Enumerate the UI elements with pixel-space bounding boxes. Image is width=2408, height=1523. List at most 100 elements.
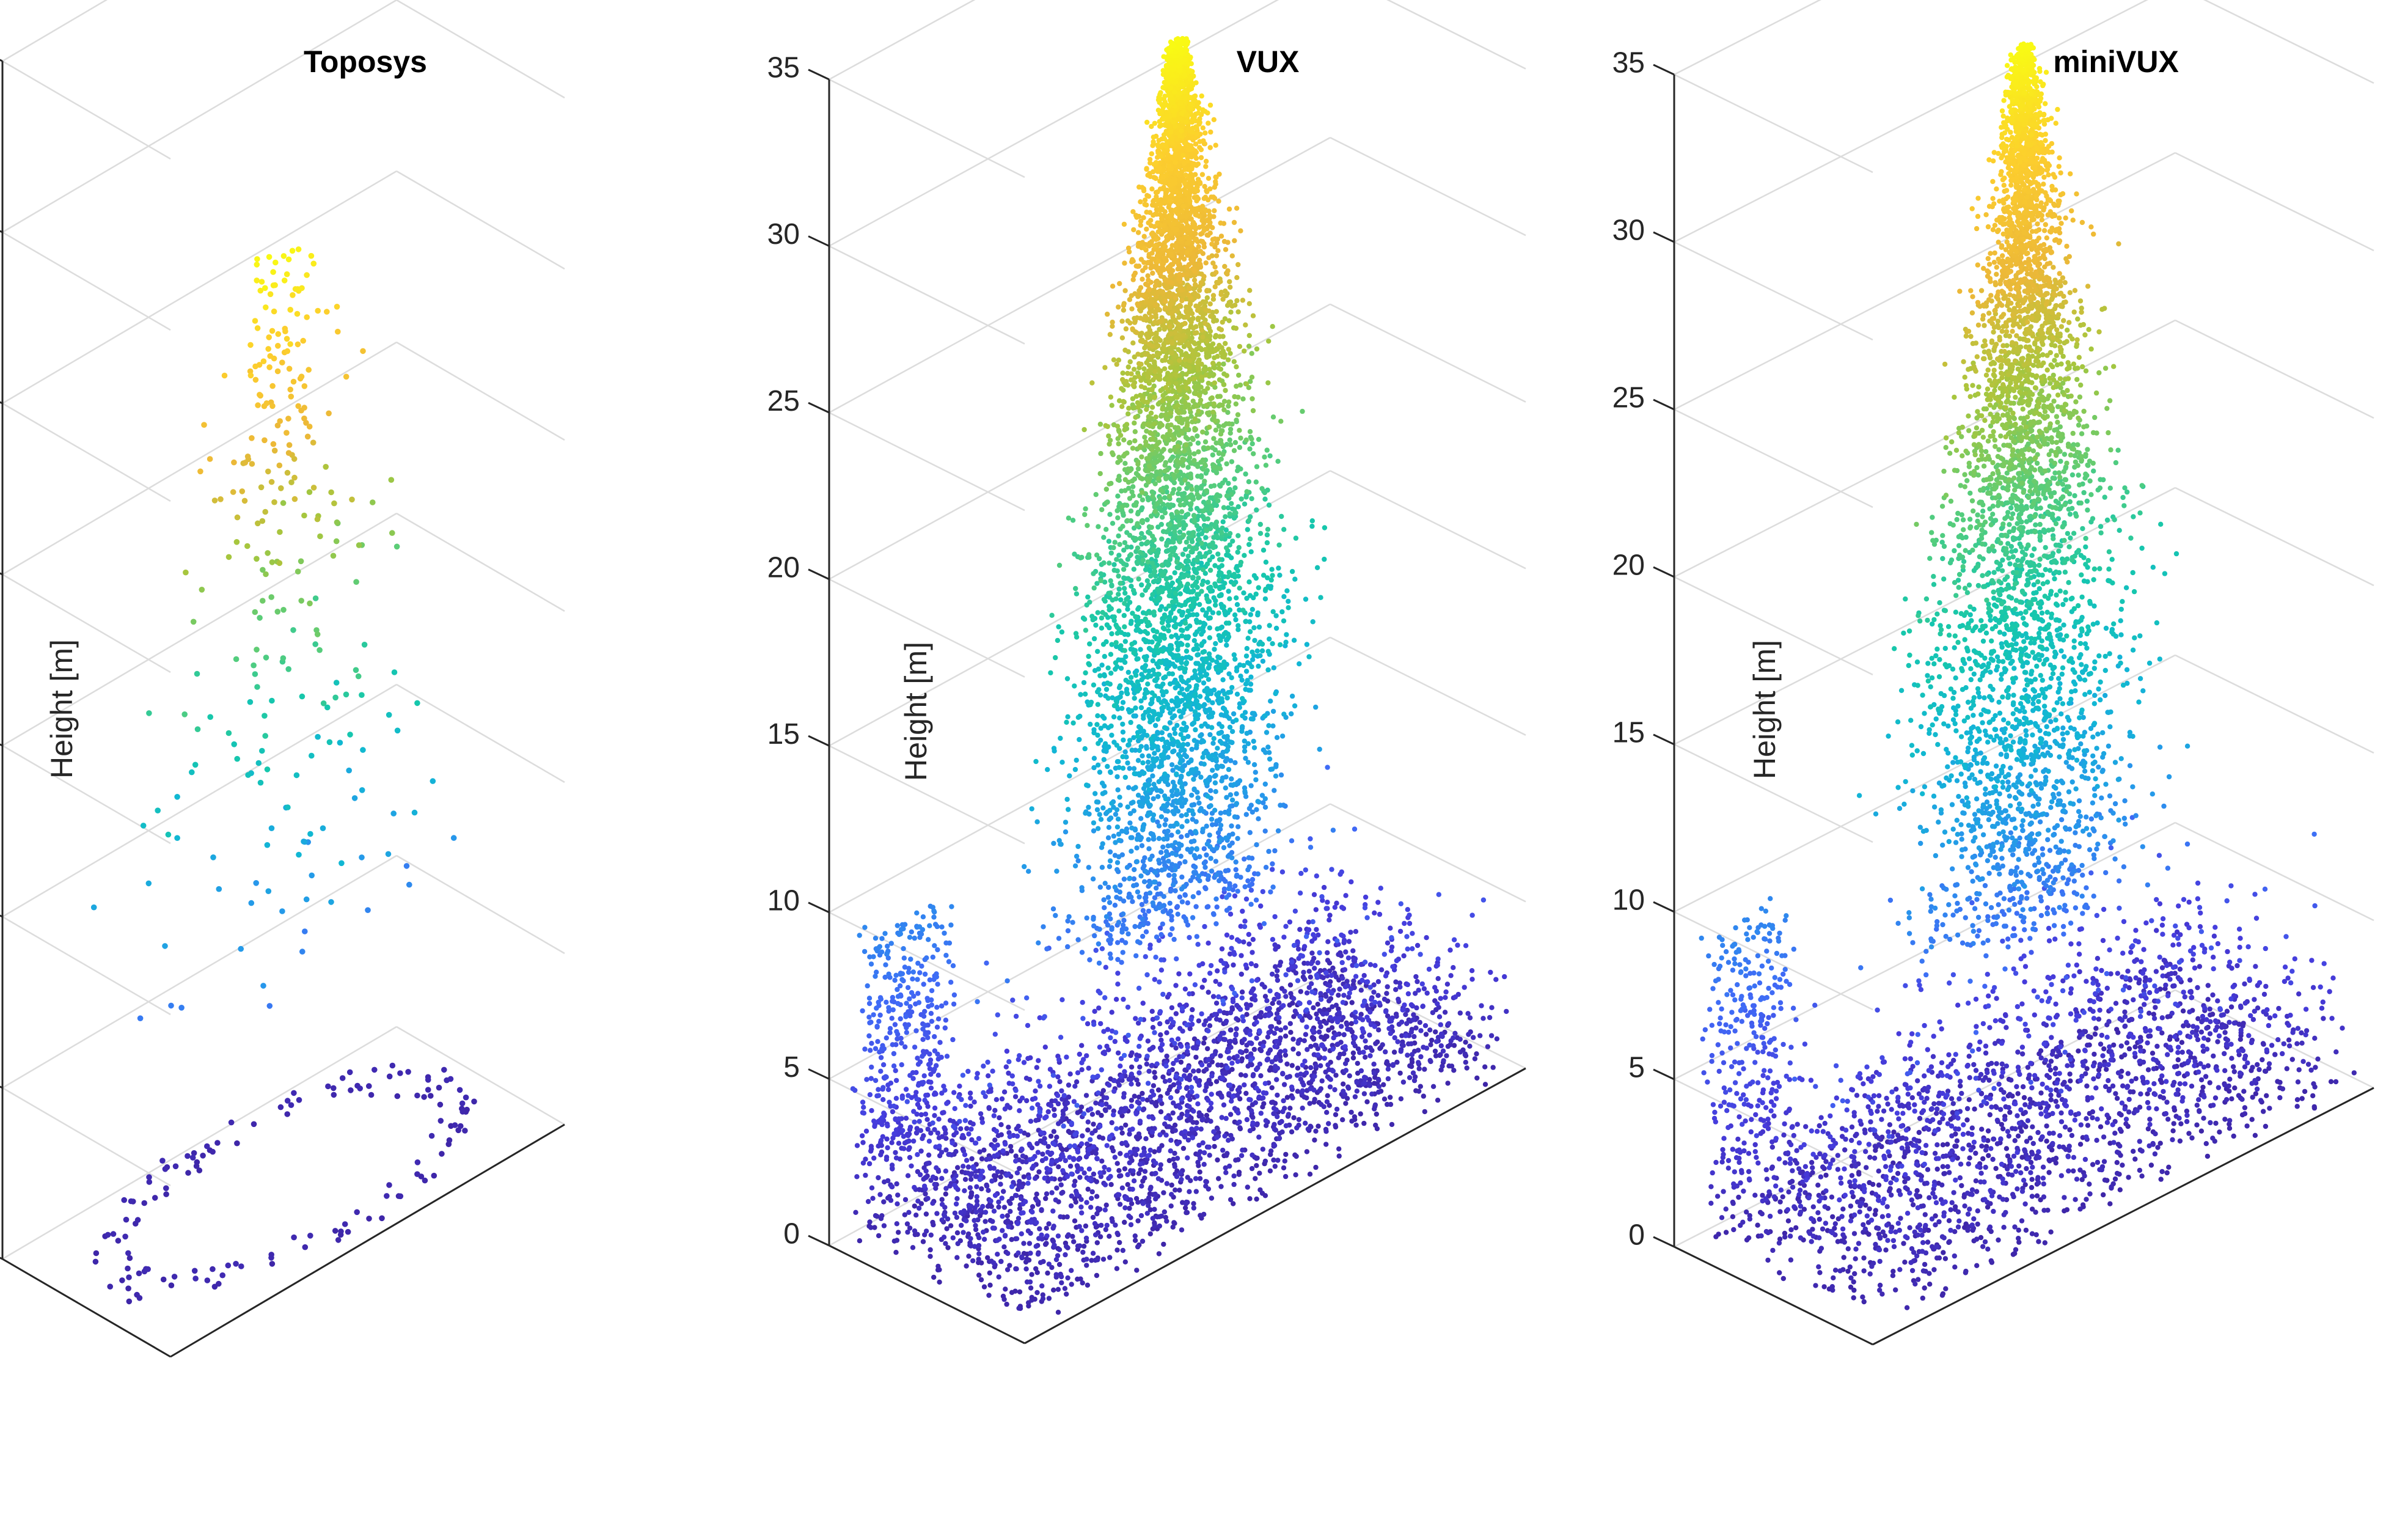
lidar-point — [1077, 1051, 1083, 1057]
lidar-point — [1208, 856, 1213, 861]
lidar-point — [1059, 1088, 1064, 1094]
lidar-point — [225, 730, 232, 736]
lidar-point — [1025, 1181, 1031, 1186]
lidar-point — [1262, 804, 1268, 810]
lidar-point — [1151, 879, 1157, 885]
lidar-point — [1349, 1118, 1355, 1124]
lidar-point — [863, 1128, 869, 1134]
lidar-point — [1345, 1026, 1350, 1032]
lidar-point — [965, 1068, 971, 1074]
lidar-point — [1234, 691, 1240, 697]
lidar-point — [1330, 1043, 1335, 1048]
lidar-point — [266, 364, 273, 370]
lidar-point — [1334, 1106, 1340, 1112]
lidar-point — [1293, 1172, 1298, 1178]
lidar-point — [1271, 665, 1276, 670]
lidar-point — [1122, 1205, 1128, 1211]
lidar-point — [1167, 1077, 1173, 1084]
lidar-point — [1261, 1095, 1266, 1101]
lidar-point — [1164, 1218, 1169, 1224]
lidar-point — [1153, 1161, 1158, 1166]
lidar-point — [1204, 852, 1209, 858]
lidar-point — [1021, 1174, 1027, 1180]
lidar-point — [960, 1073, 966, 1078]
grid-line — [2, 1026, 397, 1260]
lidar-point — [898, 931, 904, 937]
lidar-point — [1367, 1083, 1373, 1088]
lidar-point — [1133, 953, 1139, 959]
lidar-point — [295, 568, 301, 574]
lidar-point — [1174, 739, 1180, 745]
lidar-point — [1126, 785, 1132, 790]
lidar-point — [356, 542, 362, 548]
lidar-point — [1416, 1060, 1421, 1065]
lidar-point — [920, 914, 926, 920]
lidar-point — [904, 1221, 910, 1227]
lidar-point — [950, 1235, 956, 1241]
lidar-point — [1122, 829, 1129, 834]
lidar-point — [1191, 1205, 1197, 1211]
lidar-point — [1363, 960, 1368, 965]
lidar-point — [1440, 1063, 1445, 1069]
lidar-point — [943, 1018, 949, 1023]
lidar-point — [1254, 807, 1259, 812]
lidar-point — [1409, 1052, 1415, 1057]
lidar-point — [1094, 1211, 1100, 1217]
lidar-point — [251, 1121, 257, 1128]
lidar-point — [1246, 855, 1252, 861]
lidar-point — [1224, 642, 1229, 648]
lidar-point — [1200, 1140, 1206, 1146]
lidar-point — [954, 1196, 960, 1202]
lidar-point — [1074, 757, 1079, 763]
lidar-point — [1157, 1009, 1163, 1015]
lidar-point — [931, 914, 937, 920]
lidar-point — [1146, 787, 1152, 793]
lidar-point — [1182, 986, 1188, 992]
lidar-point — [123, 1216, 130, 1223]
lidar-point — [1158, 967, 1165, 973]
lidar-point — [262, 285, 268, 292]
lidar-point — [881, 1199, 887, 1205]
lidar-point — [899, 977, 905, 983]
lidar-point — [1441, 1058, 1446, 1063]
lidar-point — [349, 496, 355, 503]
lidar-point — [1203, 1183, 1209, 1189]
lidar-point — [1129, 1071, 1135, 1077]
lidar-point — [1452, 1030, 1458, 1037]
lidar-point — [1122, 1259, 1129, 1264]
lidar-point — [1326, 1027, 1331, 1033]
lidar-point — [1173, 867, 1178, 873]
lidar-point — [1190, 915, 1196, 920]
grid-line — [2, 573, 171, 673]
lidar-point — [1213, 755, 1219, 762]
lidar-point — [1480, 1016, 1486, 1021]
lidar-point — [389, 1062, 396, 1069]
lidar-point — [1324, 1099, 1330, 1104]
lidar-point — [992, 1137, 998, 1143]
lidar-point — [1085, 1021, 1091, 1027]
lidar-point — [260, 567, 266, 573]
lidar-point — [1074, 1192, 1080, 1197]
lidar-point — [1004, 1172, 1009, 1178]
lidar-point — [927, 1051, 932, 1057]
lidar-point — [992, 1032, 998, 1037]
lidar-point — [1217, 1018, 1223, 1023]
lidar-point — [1050, 1208, 1056, 1214]
lidar-point — [301, 405, 307, 411]
lidar-point — [1131, 808, 1137, 813]
lidar-point — [1313, 704, 1319, 710]
lidar-point — [1125, 931, 1131, 937]
lidar-point — [887, 1099, 892, 1105]
lidar-point — [1147, 856, 1153, 862]
lidar-point — [915, 1055, 920, 1061]
lidar-point — [1051, 1129, 1057, 1134]
lidar-point — [1325, 958, 1331, 963]
lidar-point — [201, 422, 207, 428]
lidar-point — [1044, 1225, 1049, 1231]
lidar-point — [307, 600, 313, 607]
lidar-point — [1171, 1156, 1176, 1162]
lidar-point — [1108, 955, 1114, 961]
lidar-point — [1294, 1153, 1299, 1159]
lidar-point — [1201, 1040, 1207, 1046]
lidar-point — [353, 579, 359, 585]
